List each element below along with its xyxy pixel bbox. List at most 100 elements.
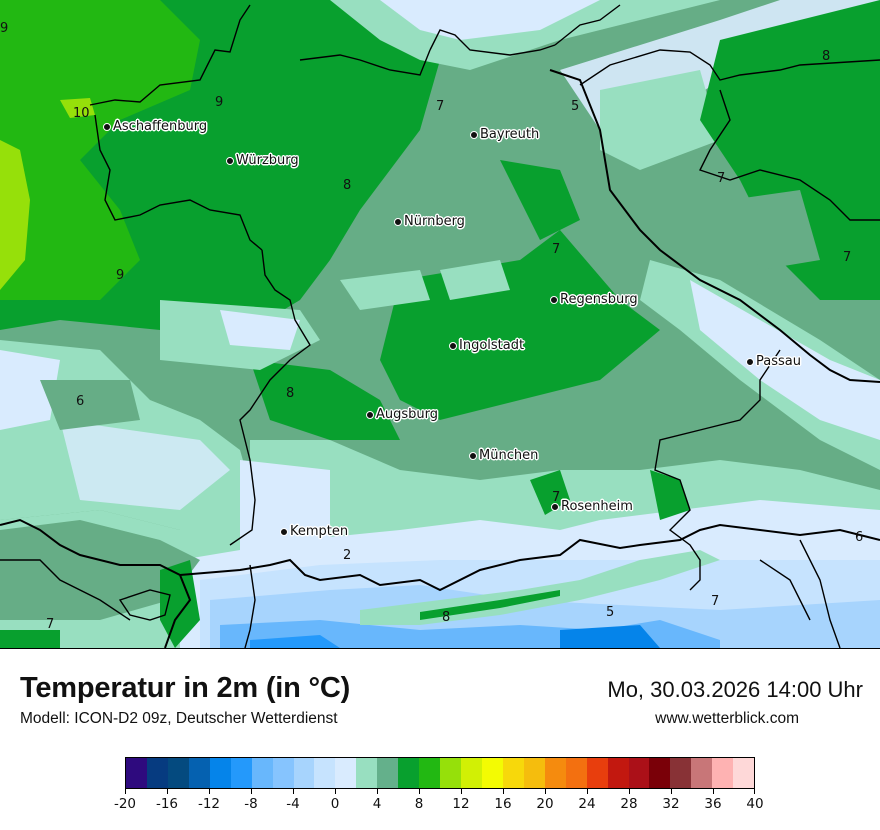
contour-label: 7 [843, 250, 852, 265]
colorbar-segment [209, 758, 231, 788]
forecast-datetime: Mo, 30.03.2026 14:00 Uhr [607, 677, 863, 702]
colorbar-segment [544, 758, 566, 788]
website-link[interactable]: www.wetterblick.com [655, 710, 799, 727]
city-nuernberg: Nürnberg [394, 214, 465, 229]
colorbar-tick [251, 789, 252, 794]
city-label: Kempten [290, 524, 349, 539]
colorbar-tick-label: 12 [452, 796, 470, 812]
city-label: Bayreuth [480, 127, 540, 142]
contour-label: 8 [442, 610, 451, 625]
city-label: Würzburg [236, 153, 299, 168]
colorbar-tick [125, 789, 126, 794]
colorbar-tick [377, 789, 378, 794]
city-aschaffenburg: Aschaffenburg [103, 119, 207, 134]
colorbar-tick [209, 789, 210, 794]
colorbar-tick [293, 789, 294, 794]
temperature-colorbar [125, 757, 755, 789]
city-kempten: Kempten [280, 524, 348, 539]
colorbar-segment [293, 758, 315, 788]
colorbar-tick-label: 20 [536, 796, 554, 812]
contour-label: 7 [46, 617, 55, 632]
city-marker-icon [469, 451, 477, 460]
city-regensburg: Regensburg [550, 292, 638, 307]
city-marker-icon [550, 295, 558, 304]
colorbar-tick [335, 789, 336, 794]
colorbar-segment [502, 758, 524, 788]
city-marker-icon [280, 527, 288, 536]
city-label: Rosenheim [561, 499, 633, 514]
city-wuerzburg: Würzburg [226, 153, 299, 168]
contour-label: 10 [73, 106, 90, 121]
colorbar-tick [419, 789, 420, 794]
contour-label: 7 [711, 594, 720, 609]
colorbar-segment [712, 758, 734, 788]
colorbar-segment [251, 758, 273, 788]
colorbar-tick-label: 36 [704, 796, 722, 812]
colorbar-tick-label: 24 [578, 796, 596, 812]
colorbar-segment [461, 758, 482, 788]
city-marker-icon [551, 502, 559, 511]
colorbar-tick-label: 28 [620, 796, 638, 812]
colorbar-tick [545, 789, 546, 794]
colorbar-tick-label: 4 [372, 796, 382, 812]
colorbar-tick [713, 789, 714, 794]
colorbar-tick [754, 789, 755, 794]
temperature-field [0, 0, 880, 648]
contour-label: 9 [116, 268, 125, 283]
colorbar-tick [671, 789, 672, 794]
contour-label: 5 [571, 99, 580, 114]
city-marker-icon [746, 357, 754, 366]
colorbar-segment [419, 758, 441, 788]
colorbar-segment [314, 758, 336, 788]
colorbar-segment [628, 758, 650, 788]
colorbar-segment [586, 758, 608, 788]
city-passau: Passau [746, 354, 801, 369]
colorbar-segment [356, 758, 378, 788]
contour-label: 7 [717, 171, 726, 186]
contour-label: 9 [0, 21, 9, 36]
contour-label: 7 [436, 99, 445, 114]
contour-label: 6 [76, 394, 85, 409]
colorbar-segment [649, 758, 671, 788]
city-label: Nürnberg [404, 214, 465, 229]
colorbar-segment [126, 758, 147, 788]
colorbar-tick-label: -8 [244, 796, 258, 812]
colorbar-tick-label: -12 [197, 796, 221, 812]
city-augsburg: Augsburg [366, 407, 438, 422]
colorbar-segment [565, 758, 587, 788]
colorbar-tick [167, 789, 168, 794]
colorbar-tick-label: -16 [155, 796, 179, 812]
colorbar-tick-label: 16 [494, 796, 512, 812]
colorbar-tick [587, 789, 588, 794]
contour-label: 8 [286, 386, 295, 401]
city-ingolstadt: Ingolstadt [449, 338, 524, 353]
chart-title: Temperatur in 2m (in °C) [20, 672, 351, 704]
colorbar-segment [607, 758, 629, 788]
city-label: Augsburg [376, 407, 439, 422]
colorbar-tick [503, 789, 504, 794]
contour-label: 2 [343, 548, 352, 563]
colorbar-segment [335, 758, 357, 788]
colorbar-tick [629, 789, 630, 794]
colorbar-segment [440, 758, 461, 788]
colorbar-segment [167, 758, 189, 788]
colorbar-tick [461, 789, 462, 794]
colorbar-tick-label: -4 [286, 796, 300, 812]
city-bayreuth: Bayreuth [470, 127, 539, 142]
colorbar-segment [523, 758, 545, 788]
colorbar-segment [481, 758, 503, 788]
colorbar-segment [398, 758, 420, 788]
city-label: Aschaffenburg [113, 119, 208, 134]
city-marker-icon [226, 156, 234, 165]
city-marker-icon [103, 122, 111, 131]
temperature-map: 9 10 9 7 5 8 8 7 7 7 9 6 8 7 2 6 8 5 7 7… [0, 0, 880, 649]
colorbar-segment [670, 758, 692, 788]
colorbar-tick-label: -20 [113, 796, 137, 812]
city-label: Regensburg [560, 292, 638, 307]
colorbar-tick-label: 32 [662, 796, 680, 812]
contour-label: 5 [606, 605, 615, 620]
contour-label: 7 [552, 242, 561, 257]
city-marker-icon [470, 130, 478, 139]
contour-label: 8 [343, 178, 352, 193]
contour-label: 6 [855, 530, 864, 545]
